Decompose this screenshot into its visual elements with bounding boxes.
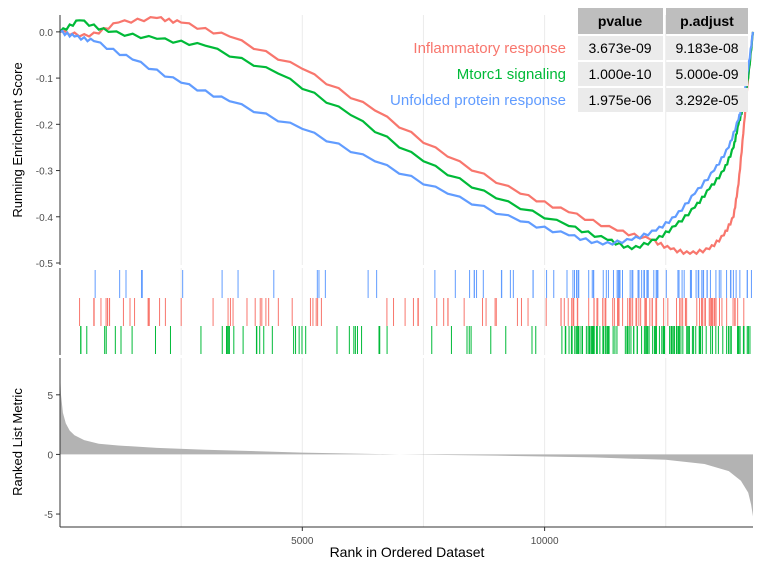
table-cell-bg <box>578 88 663 112</box>
table-cell-bg <box>578 62 663 86</box>
table-header-bg-padjust <box>666 8 748 34</box>
es-y-tick-label: -0.5 <box>36 259 54 270</box>
rank-y-tick-label: 0 <box>47 450 53 461</box>
table-cell-padjust: 3.292e-05 <box>675 92 738 108</box>
es-y-tick-label: -0.1 <box>36 74 54 85</box>
es-y-tick-label: -0.4 <box>36 213 54 224</box>
es-y-axis-label: Running Enrichment Score <box>10 62 25 217</box>
ranked-list-panel: 5 0 -5 5000 10000 Ranked List Metric Rank i… <box>10 358 753 560</box>
rank-y-tick-label: 5 <box>47 391 53 402</box>
x-axis-label: Rank in Ordered Dataset <box>330 544 485 560</box>
table-cell-bg <box>666 36 748 60</box>
table-cell-bg <box>666 88 748 112</box>
x-tick-label: 10000 <box>531 536 559 547</box>
x-tick-label: 5000 <box>291 536 314 547</box>
table-row-label-unfolded: Unfolded protein response <box>390 92 566 109</box>
es-y-tick-label: -0.2 <box>36 120 54 131</box>
table-row-label-inflammatory: Inflammatory response <box>413 40 566 57</box>
table-cell-pvalue: 3.673e-09 <box>588 40 651 56</box>
stats-table: pvalue p.adjust Inflammatory response Mt… <box>390 8 748 112</box>
table-header-bg-pvalue <box>578 8 663 34</box>
table-cell-padjust: 5.000e-09 <box>675 66 738 82</box>
table-cell-pvalue: 1.000e-10 <box>588 66 651 82</box>
ranked-metric-area <box>60 371 753 517</box>
es-y-tick-label: 0.0 <box>39 28 53 39</box>
table-cell-bg <box>666 62 748 86</box>
es-line-inflammatory-response <box>59 16 755 256</box>
running-enrichment-panel: 0.0 -0.1 -0.2 -0.3 -0.4 -0.5 Running Enrichme… <box>10 8 755 270</box>
hit-positions-panel <box>59 268 752 355</box>
table-header-pvalue: pvalue <box>598 13 643 29</box>
es-y-tick-label: -0.3 <box>36 167 54 178</box>
table-cell-bg <box>578 36 663 60</box>
table-cell-pvalue: 1.975e-06 <box>588 92 651 108</box>
rank-y-tick-label: -5 <box>44 510 53 521</box>
rank-y-axis-label: Ranked List Metric <box>10 388 25 496</box>
table-row-label-mtorc1: Mtorc1 signaling <box>457 66 566 83</box>
table-cell-padjust: 9.183e-08 <box>675 40 738 56</box>
es-line-unfolded-protein-response <box>59 29 755 246</box>
table-header-padjust: p.adjust <box>680 13 734 29</box>
